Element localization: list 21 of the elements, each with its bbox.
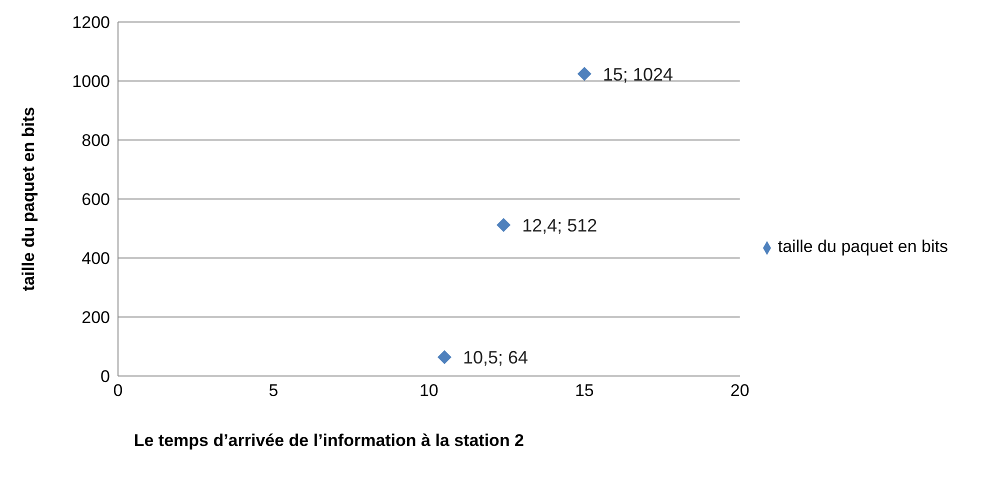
data-label: 12,4; 512 <box>522 215 598 236</box>
x-tick-label: 10 <box>419 381 438 400</box>
y-tick-label: 1200 <box>72 13 110 32</box>
x-tick-label: 15 <box>574 381 594 400</box>
y-tick-label: 200 <box>82 308 110 328</box>
x-tick-label: 0 <box>113 381 123 400</box>
point <box>496 218 511 232</box>
y-tick-label: 400 <box>82 249 110 268</box>
y-tick-label: 0 <box>100 367 110 386</box>
x-tick-label: 5 <box>268 381 278 400</box>
point <box>437 350 452 364</box>
y-axis-title: taille du paquet en bits <box>19 106 38 292</box>
y-tick-label: 600 <box>82 190 110 210</box>
point <box>577 66 592 81</box>
data-label: 10,5; 64 <box>463 348 528 368</box>
y-tick-label: 1000 <box>72 72 110 92</box>
data-label: 15; 1024 <box>602 64 673 84</box>
y-tick-label: 800 <box>82 131 110 150</box>
x-tick-label: 20 <box>730 381 750 400</box>
x-axis-title: Le temps d’arrivée de l’information à la station 2 <box>134 431 524 450</box>
legend-label: taille du paquet en bits <box>778 237 948 256</box>
